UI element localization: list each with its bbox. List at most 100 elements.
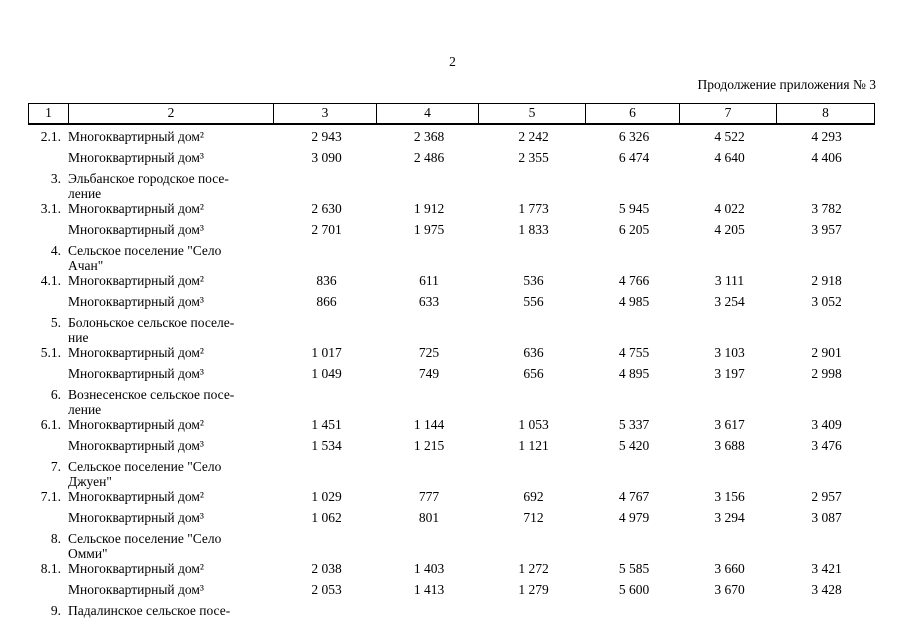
table-row: 6.1. Многоквартирный дом² 1 451 1 144 1 053 5…	[28, 417, 875, 432]
row-number-cell	[28, 294, 68, 309]
value-cell: 3 688	[714, 438, 745, 453]
row-number-cell	[28, 366, 68, 381]
value-cell: 5 337	[618, 417, 650, 432]
value-cell: 866	[316, 294, 337, 309]
value-cell: 1 451	[311, 417, 342, 432]
row-number-cell	[28, 510, 68, 525]
value-cell: 2 242	[518, 129, 549, 144]
row-number-cell: 3.	[50, 171, 61, 186]
row-number-cell	[28, 150, 68, 165]
value-cell: 2 943	[311, 129, 342, 144]
row-label-cell: Многоквартирный дом²	[68, 561, 204, 576]
value-cell	[778, 171, 875, 201]
value-cell: 5 585	[618, 561, 650, 576]
value-cell: 1 121	[518, 438, 549, 453]
row-label-cell: Падалинское сельское посе-	[68, 603, 231, 618]
value-cell: 1 053	[518, 417, 549, 432]
row-number-cell: 2.1.	[40, 129, 61, 144]
row-label-cell: Многоквартирный дом³	[68, 222, 204, 237]
value-cell	[587, 171, 681, 201]
appendix-table: 1 2 3 4 5 6 7 8 2.1. Многоквартирный дом²…	[28, 103, 875, 624]
row-number-cell	[28, 438, 68, 453]
value-cell: 1 062	[311, 510, 342, 525]
value-cell	[681, 171, 778, 201]
table-row: 3.1. Многоквартирный дом² 2 630 1 912 1 773 5…	[28, 201, 875, 216]
value-cell	[778, 531, 875, 561]
row-number-cell: 5.	[50, 315, 61, 330]
table-row: Многоквартирный дом³ 2 053 1 413 1 279 5 600…	[28, 582, 875, 597]
value-cell	[378, 459, 480, 489]
value-cell: 801	[418, 510, 440, 525]
table-row: 7. Сельское поселение "Село Джуен"	[28, 459, 875, 489]
value-cell	[275, 171, 378, 201]
value-cell: 725	[418, 345, 440, 360]
row-label-cell: Болоньское сельское поселе- ние	[68, 315, 235, 345]
value-cell: 1 272	[518, 561, 549, 576]
value-cell: 4 979	[618, 510, 650, 525]
value-cell: 636	[523, 345, 544, 360]
value-cell	[681, 387, 778, 417]
header-cell-6: 6	[586, 104, 680, 123]
header-cell-4: 4	[377, 104, 479, 123]
value-cell	[378, 531, 480, 561]
value-cell: 1 773	[518, 201, 549, 216]
table-row: Многоквартирный дом³ 2 701 1 975 1 833 6 205…	[28, 222, 875, 237]
row-number-cell: 8.1.	[40, 561, 61, 576]
value-cell: 3 197	[714, 366, 745, 381]
value-cell: 1 413	[413, 582, 445, 597]
value-cell: 4 022	[714, 201, 745, 216]
value-cell: 3 111	[714, 273, 745, 288]
row-label-cell: Эльбанское городское посе- ление	[68, 171, 229, 201]
value-cell	[681, 603, 778, 618]
value-cell: 3 421	[811, 561, 842, 576]
row-number-cell: 6.1.	[40, 417, 61, 432]
value-cell: 6 205	[618, 222, 650, 237]
value-cell	[778, 603, 875, 618]
value-cell: 3 103	[714, 345, 745, 360]
value-cell: 1 049	[311, 366, 342, 381]
value-cell: 3 428	[811, 582, 842, 597]
header-cell-1: 1	[29, 104, 69, 123]
value-cell	[480, 243, 587, 273]
row-number-cell: 8.	[50, 531, 61, 546]
row-label-cell: Вознесенское сельское посе- ление	[68, 387, 235, 417]
value-cell: 1 833	[518, 222, 549, 237]
table-row: 8. Сельское поселение "Село Омми"	[28, 531, 875, 561]
value-cell	[275, 531, 378, 561]
value-cell: 2 957	[811, 489, 842, 504]
header-cell-7: 7	[680, 104, 777, 123]
value-cell: 2 630	[311, 201, 342, 216]
value-cell: 3 670	[714, 582, 745, 597]
value-cell	[480, 531, 587, 561]
value-cell: 3 052	[811, 294, 842, 309]
table-row: Многоквартирный дом³ 1 049 749 656 4 895 3 19…	[28, 366, 875, 381]
value-cell: 2 901	[811, 345, 842, 360]
value-cell: 4 985	[618, 294, 650, 309]
value-cell: 2 053	[311, 582, 342, 597]
value-cell: 3 156	[714, 489, 745, 504]
value-cell: 2 918	[811, 273, 842, 288]
continuation-note: Продолжение приложения № 3	[697, 77, 876, 92]
value-cell: 4 755	[618, 345, 650, 360]
row-label-cell: Многоквартирный дом³	[68, 150, 204, 165]
row-label-cell: Многоквартирный дом³	[68, 366, 204, 381]
value-cell	[480, 459, 587, 489]
table-row: 9. Падалинское сельское посе-	[28, 603, 875, 618]
value-cell: 1 403	[413, 561, 445, 576]
value-cell	[681, 531, 778, 561]
row-number-cell: 7.	[50, 459, 61, 474]
value-cell	[681, 243, 778, 273]
value-cell	[378, 315, 480, 345]
value-cell: 4 205	[714, 222, 745, 237]
row-label-cell: Сельское поселение "Село Омми"	[68, 531, 222, 561]
value-cell	[275, 243, 378, 273]
row-label-cell: Многоквартирный дом²	[68, 417, 204, 432]
value-cell	[587, 387, 681, 417]
value-cell: 3 409	[811, 417, 842, 432]
header-cell-5: 5	[479, 104, 586, 123]
row-label-cell: Многоквартирный дом²	[68, 345, 204, 360]
header-cell-3: 3	[274, 104, 377, 123]
value-cell	[587, 531, 681, 561]
table-row: 7.1. Многоквартирный дом² 1 029 777 692 4 767…	[28, 489, 875, 504]
